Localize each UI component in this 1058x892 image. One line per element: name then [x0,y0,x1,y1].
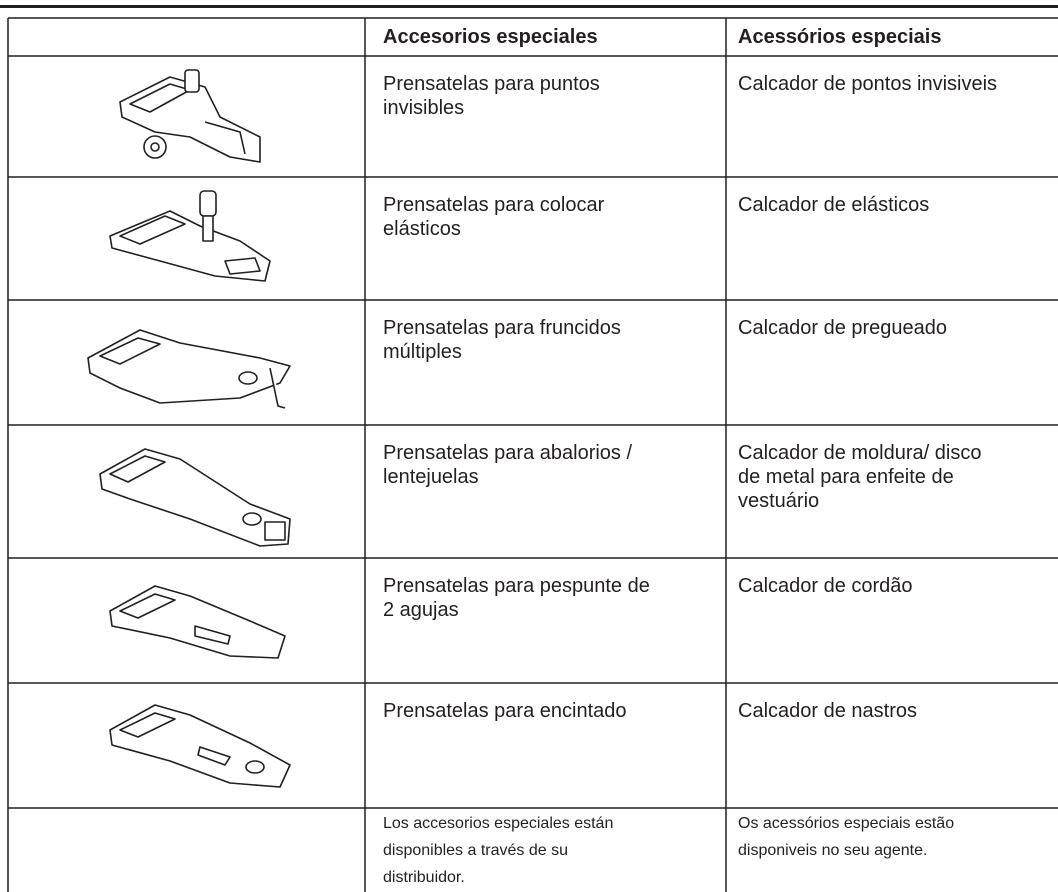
portuguese-text: Calcador de pontos invisiveis [738,72,1056,96]
text-line: Calcador de pontos invisiveis [738,73,998,95]
spanish-text: Prensatelas para pespunte de 2 agujas [383,574,718,622]
text-line: Calcador de nastros [738,700,917,722]
text-line: Calcador de moldura/ disco [738,442,982,464]
text-line: Prensatelas para encintado [383,700,627,722]
spanish-text: Prensatelas para colocar elásticos [383,193,718,241]
text-line: invisibles [383,97,465,119]
text-line: Calcador de pregueado [738,317,948,339]
portuguese-text: Calcador de pregueado [738,316,1056,340]
footnote-pt: Os acessórios especiais estão disponiveis… [738,810,1056,864]
column-header: Accesorios especiales [383,26,598,48]
text-line: Calcador de cordão [738,575,913,597]
text-line: 2 agujas [383,599,459,621]
portuguese-text: Calcador de cordão [738,574,1056,598]
top-rule [0,5,1058,8]
text-line: distribuidor. [383,869,465,886]
foot-illustration [109,585,286,659]
text-line: Os acessórios especiais estão [738,815,955,832]
text-line: lentejuelas [383,466,479,488]
foot-illustration [109,704,291,788]
text-line: disponiveis no seu agente. [738,842,928,859]
text-line: de metal para enfeite de [738,466,954,488]
portuguese-text: Calcador de moldura/ disco de metal para … [738,441,1056,513]
text-line: Calcador de elásticos [738,194,930,216]
portuguese-text: Calcador de nastros [738,699,1056,723]
text-line: Prensatelas para colocar [383,194,605,216]
text-line: Prensatelas para puntos [383,73,600,95]
foot-illustration [109,190,271,282]
spanish-text: Prensatelas para fruncidos múltiples [383,316,718,364]
foot-illustration [87,329,291,409]
text-line: elásticos [383,218,461,240]
table-lines [7,17,1058,892]
foot-illustration [99,448,291,547]
text-line: Prensatelas para fruncidos [383,317,621,339]
spanish-text: Prensatelas para encintado [383,699,718,723]
text-line: Los accesorios especiales están [383,815,614,832]
text-line: Prensatelas para pespunte de [383,575,650,597]
spanish-text: Prensatelas para abalorios / lentejuelas [383,441,718,489]
column-header: Acessórios especiais [738,26,942,48]
text-line: vestuário [738,490,820,512]
text-line: disponibles a través de su [383,842,568,859]
spanish-text: Prensatelas para puntos invisibles [383,72,718,120]
foot-illustration [119,69,261,163]
footnote-es: Los accesorios especiales están disponibl… [383,810,718,891]
portuguese-text: Calcador de elásticos [738,193,1056,217]
text-line: múltiples [383,341,462,363]
text-line: Prensatelas para abalorios / [383,442,633,464]
